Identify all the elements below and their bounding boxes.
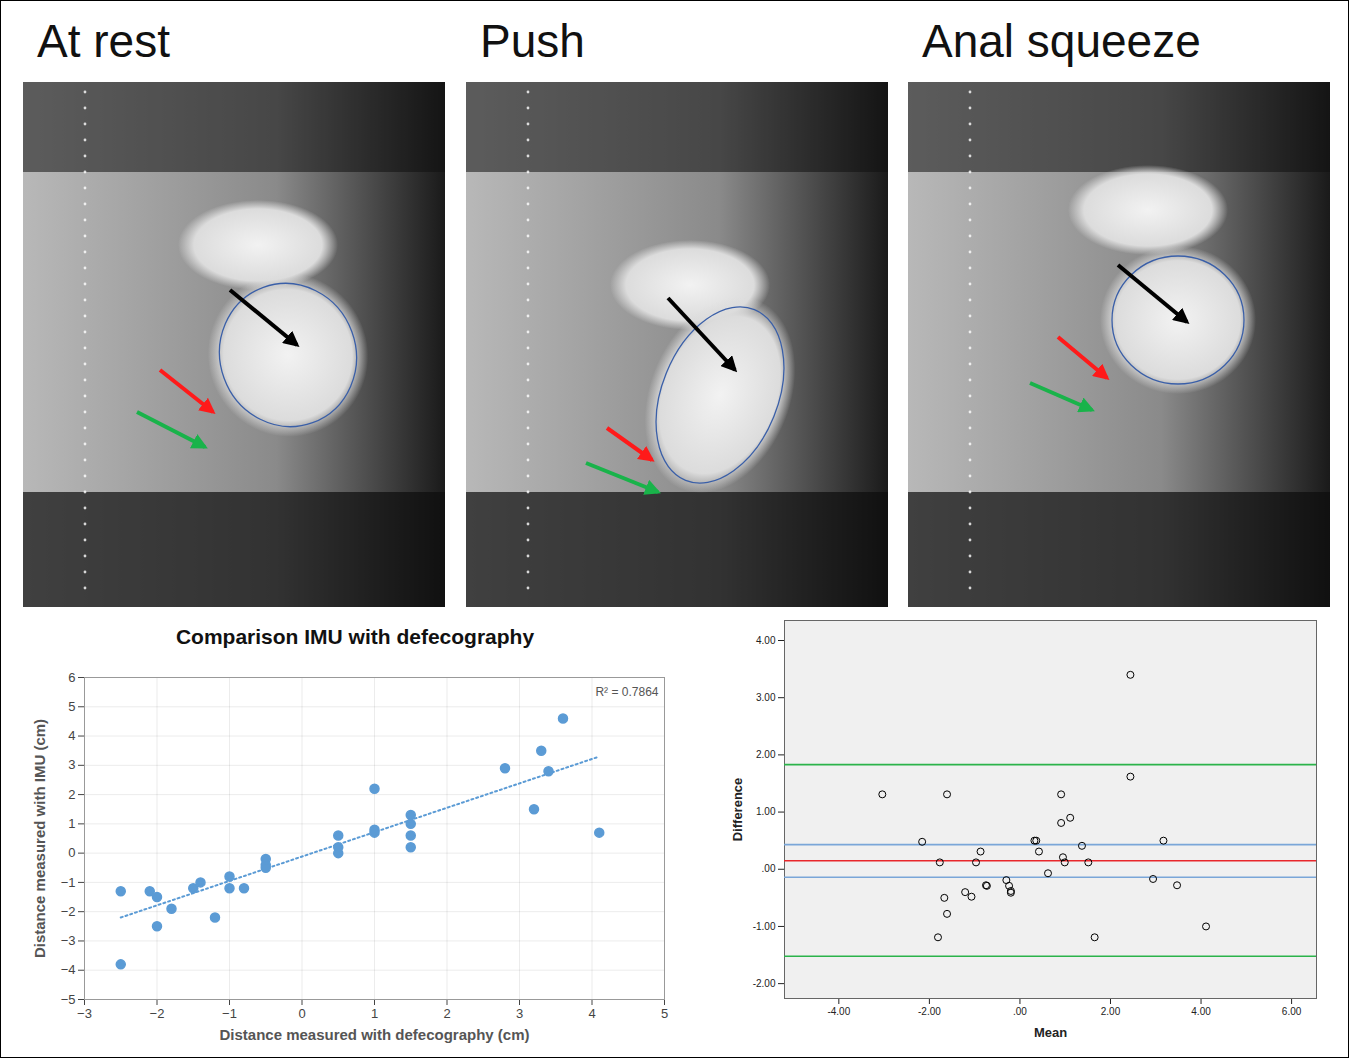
html-text:At rest: At rest [37,15,170,67]
svg-text:6.00: 6.00 [1282,1006,1302,1017]
svg-text:2: 2 [68,787,75,802]
svg-text:4: 4 [68,728,75,743]
svg-text:3.00: 3.00 [756,692,776,703]
svg-text:1: 1 [371,1006,378,1021]
svg-text:−4: −4 [61,962,76,977]
svg-text:5: 5 [68,699,75,714]
svg-text:Distance measured with IMU (cm: Distance measured with IMU (cm) [31,719,48,958]
svg-text:−2: −2 [61,904,76,919]
svg-text:−3: −3 [77,1006,92,1021]
svg-text:Difference: Difference [730,778,745,842]
svg-text:0: 0 [68,845,75,860]
html-text:Push: Push [480,15,585,67]
svg-text:-2.00: -2.00 [918,1006,941,1017]
svg-text:Distance measured with defecog: Distance measured with defecography (cm) [219,1026,529,1043]
svg-text:.00: .00 [1013,1006,1027,1017]
svg-text:5: 5 [661,1006,668,1021]
svg-text:R² = 0.7864: R² = 0.7864 [595,685,658,699]
svg-text:−5: −5 [61,992,76,1007]
svg-text:6: 6 [68,670,75,685]
svg-text:−1: −1 [61,875,76,890]
svg-text:4.00: 4.00 [1191,1006,1211,1017]
svg-text:−1: −1 [222,1006,237,1021]
svg-text:2.00: 2.00 [1101,1006,1121,1017]
html-text:Comparison IMU with defecograp: Comparison IMU with defecography [175,625,535,648]
svg-text:2: 2 [443,1006,450,1021]
svg-text:-2.00: -2.00 [753,978,776,989]
svg-text:4: 4 [588,1006,595,1021]
svg-text:4.00: 4.00 [756,635,776,646]
svg-text:Mean: Mean [1034,1025,1067,1040]
svg-text:3: 3 [68,757,75,772]
svg-text:1: 1 [68,816,75,831]
svg-text:3: 3 [516,1006,523,1021]
html-text:Anal squeeze: Anal squeeze [922,15,1201,67]
svg-text:−3: −3 [61,933,76,948]
svg-text:-1.00: -1.00 [753,921,776,932]
svg-text:2.00: 2.00 [756,749,776,760]
svg-text:0: 0 [298,1006,305,1021]
svg-text:.00: .00 [762,863,776,874]
svg-text:1.00: 1.00 [756,806,776,817]
svg-text:−2: −2 [150,1006,165,1021]
svg-text:-4.00: -4.00 [827,1006,850,1017]
